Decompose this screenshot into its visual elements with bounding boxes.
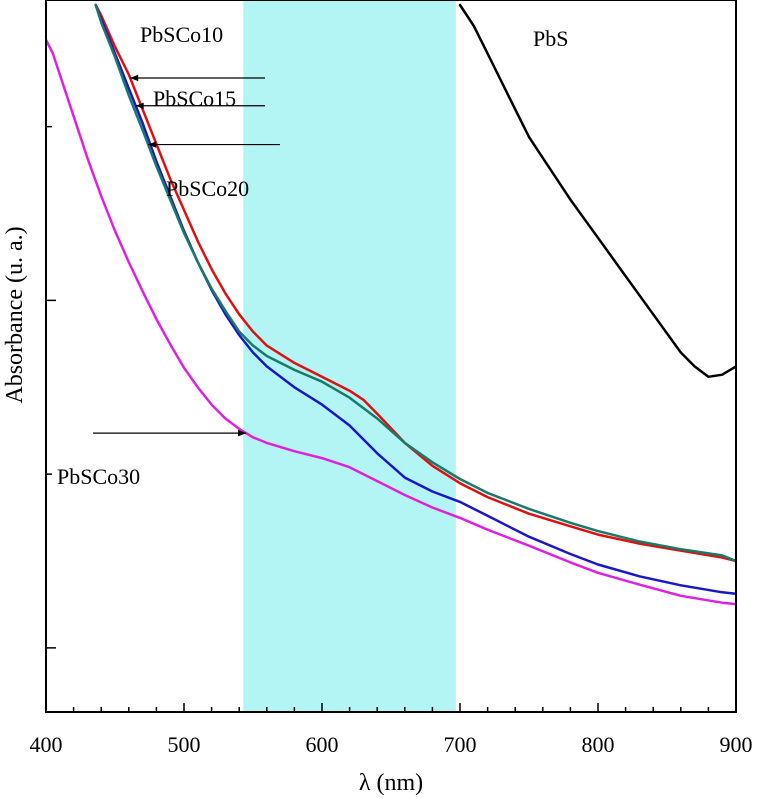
series-label-pbsco30: PbSCo30 xyxy=(57,464,140,489)
series-label-pbs: PbS xyxy=(533,26,568,51)
series-layer xyxy=(46,3,736,606)
y-axis xyxy=(46,125,56,649)
series-label-pbsco10: PbSCo10 xyxy=(140,22,223,47)
plot-frame xyxy=(45,0,737,713)
x-tick-label-700: 700 xyxy=(444,732,477,757)
y-axis-title: Absorbance (u. a.) xyxy=(2,226,28,403)
series-label-pbsco20: PbSCo20 xyxy=(166,176,249,201)
highlight-band xyxy=(243,0,456,712)
series-line-pbsco30 xyxy=(46,38,736,606)
x-tick-label-600: 600 xyxy=(306,732,339,757)
series-line-pbsco10 xyxy=(94,3,736,563)
x-tick-label-500: 500 xyxy=(168,732,201,757)
series-line-pbsco15 xyxy=(94,3,736,595)
x-tick-label-900: 900 xyxy=(720,732,753,757)
series-label-pbsco15: PbSCo15 xyxy=(153,86,236,111)
series-line-pbs xyxy=(458,3,736,379)
annotation-layer: PbSCo10 PbSCo15 PbSCo20 PbSCo30 PbS xyxy=(57,22,568,489)
x-tick-label-400: 400 xyxy=(30,732,63,757)
series-line-pbsco20 xyxy=(94,3,736,563)
x-axis: 400 500 600 700 800 900 xyxy=(30,703,753,757)
x-axis-title: λ (nm) xyxy=(359,770,423,796)
x-tick-label-800: 800 xyxy=(582,732,615,757)
